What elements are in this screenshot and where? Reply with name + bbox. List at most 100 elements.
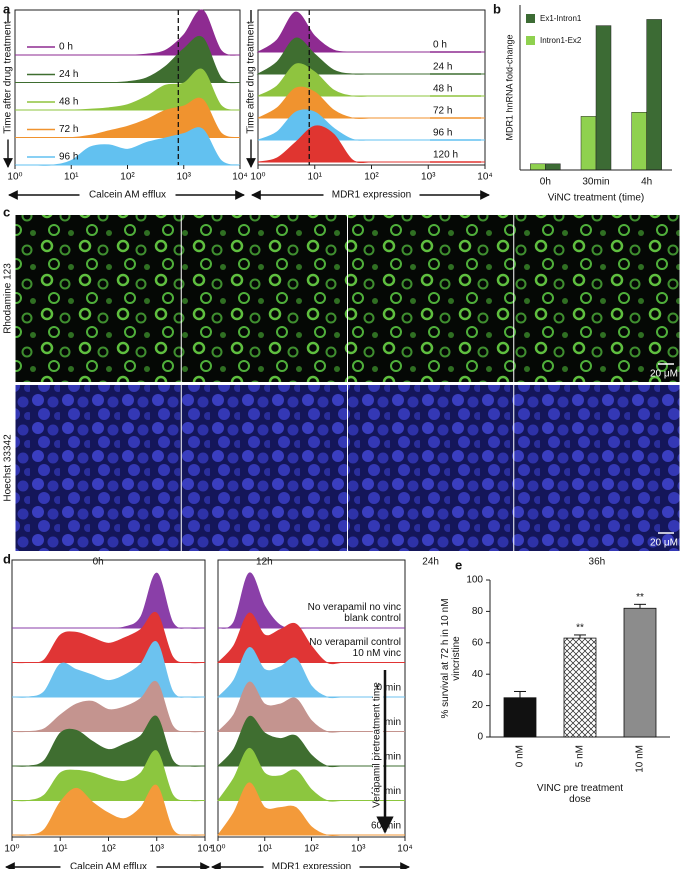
micrograph bbox=[181, 385, 347, 551]
x-tick-label: 30min bbox=[582, 177, 609, 188]
row-label: 24 h bbox=[433, 62, 452, 73]
row-label: No verapamil no vinc blank control bbox=[275, 598, 401, 624]
x-tick-label: 10⁰ bbox=[7, 172, 22, 183]
legend-swatch bbox=[526, 36, 535, 45]
y-tick-label: 100 bbox=[466, 575, 483, 586]
row-label: 120 h bbox=[433, 150, 458, 161]
annotation: Verapamil pretreatment time bbox=[372, 682, 383, 808]
y-axis-label: MDR1 hnRNA fold-change bbox=[504, 34, 514, 140]
bar bbox=[503, 697, 537, 738]
row-label: 0 min bbox=[377, 683, 401, 694]
row-label-box: No verapamil no vinc blank control bbox=[275, 598, 401, 624]
x-axis-label: Calcein AM efflux bbox=[70, 862, 147, 869]
row-label: 48 h bbox=[59, 97, 78, 108]
micrograph bbox=[181, 215, 347, 382]
row-label: 96 h bbox=[433, 128, 452, 139]
x-tick-label: 10³ bbox=[150, 844, 165, 855]
row-label: Hoechst 33342 bbox=[3, 434, 14, 502]
column-label: 36h bbox=[589, 557, 606, 568]
bar bbox=[563, 637, 597, 738]
significance: ** bbox=[636, 592, 644, 603]
row-label: 0 h bbox=[59, 42, 73, 53]
row-label: No verapamil control 10 nM vinc bbox=[275, 633, 401, 659]
x-tick-label: 10¹ bbox=[64, 172, 79, 183]
micrograph bbox=[514, 215, 680, 382]
y-tick-label: 40 bbox=[472, 669, 484, 680]
histogram bbox=[15, 35, 241, 84]
x-tick-label: 10¹ bbox=[308, 172, 323, 183]
x-tick-label: 10¹ bbox=[53, 844, 68, 855]
row-label: 5 min bbox=[377, 717, 401, 728]
legend-label: Ex1-Intron1 bbox=[540, 14, 582, 23]
panel-letter: a bbox=[3, 1, 11, 16]
x-axis-label: Calcein AM efflux bbox=[89, 190, 166, 201]
x-tick-label: 10² bbox=[101, 844, 116, 855]
y-axis-label: % survival at 72 h in 10 nM vincristine bbox=[436, 584, 462, 734]
significance: ** bbox=[576, 623, 584, 634]
y-tick-label: 60 bbox=[472, 637, 484, 648]
histogram bbox=[217, 747, 405, 802]
row-label-text: No verapamil control 10 nM vinc bbox=[309, 636, 401, 659]
x-tick-label: 10² bbox=[304, 844, 319, 855]
y-axis-label-text: % survival at 72 h in 10 nM vincristine bbox=[440, 598, 462, 719]
histogram bbox=[11, 611, 206, 664]
column-label: 12h bbox=[256, 557, 273, 568]
scale-bar-label: 20 μM bbox=[650, 538, 678, 549]
bar bbox=[530, 163, 546, 171]
column-label: 24h bbox=[422, 557, 439, 568]
x-tick-label: 10⁰ bbox=[4, 844, 19, 855]
x-tick-label: 10³ bbox=[177, 172, 192, 183]
histogram bbox=[12, 572, 206, 629]
x-tick-label: 10⁴ bbox=[232, 172, 247, 183]
row-label: 0 h bbox=[433, 40, 447, 51]
histogram bbox=[15, 127, 241, 166]
column-label: 0h bbox=[93, 557, 104, 568]
micrograph bbox=[348, 385, 514, 551]
x-axis-label: VINC pre treatment dose bbox=[510, 779, 650, 805]
x-tick-label: 5 nM bbox=[575, 745, 586, 767]
y-tick-label: 0 bbox=[477, 732, 483, 743]
panel-letter: d bbox=[3, 551, 11, 566]
row-label: 24 h bbox=[59, 69, 78, 80]
histogram bbox=[15, 68, 241, 111]
row-label-text: No verapamil no vinc blank control bbox=[307, 602, 401, 624]
histogram bbox=[217, 782, 405, 837]
micrograph bbox=[348, 215, 514, 382]
micrograph bbox=[514, 385, 680, 551]
x-axis-label-text: VINC pre treatment dose bbox=[536, 783, 624, 805]
row-label: 48 h bbox=[433, 84, 452, 95]
bar bbox=[595, 25, 612, 171]
y-axis-label: Time after drug treatment bbox=[246, 21, 257, 134]
x-axis-label: MDR1 expression bbox=[332, 190, 411, 201]
bar bbox=[580, 116, 597, 171]
annotation-bg bbox=[373, 690, 383, 800]
x-tick-label: 10⁰ bbox=[250, 172, 265, 183]
x-tick-label: 10⁴ bbox=[477, 172, 492, 183]
bar bbox=[545, 163, 561, 171]
x-tick-label: 4h bbox=[641, 177, 652, 188]
x-tick-label: 10³ bbox=[351, 844, 366, 855]
histogram bbox=[217, 572, 405, 629]
row-label: 96 h bbox=[59, 152, 78, 163]
legend-label: Intron1-Ex2 bbox=[540, 36, 582, 45]
x-tick-label: 10⁰ bbox=[210, 844, 225, 855]
x-tick-label: 0h bbox=[540, 177, 551, 188]
row-label: Rhodamine 123 bbox=[3, 263, 14, 334]
x-tick-label: 10⁴ bbox=[197, 844, 212, 855]
x-tick-label: 10³ bbox=[421, 172, 436, 183]
y-tick-label: 20 bbox=[472, 700, 484, 711]
x-tick-label: 0 nM bbox=[515, 745, 526, 767]
x-tick-label: 10² bbox=[364, 172, 379, 183]
histogram bbox=[15, 9, 241, 56]
row-label: 72 h bbox=[433, 106, 452, 117]
x-tick-label: 10⁴ bbox=[397, 844, 412, 855]
row-label: 72 h bbox=[59, 124, 78, 135]
micrograph bbox=[15, 215, 181, 382]
panel-letter: c bbox=[3, 204, 10, 219]
x-tick-label: 10¹ bbox=[258, 844, 273, 855]
x-axis-label: MDR1 expression bbox=[272, 862, 351, 869]
panel-letter: e bbox=[455, 557, 462, 572]
x-tick-label: 10 nM bbox=[635, 745, 646, 773]
y-tick-label: 80 bbox=[472, 606, 484, 617]
